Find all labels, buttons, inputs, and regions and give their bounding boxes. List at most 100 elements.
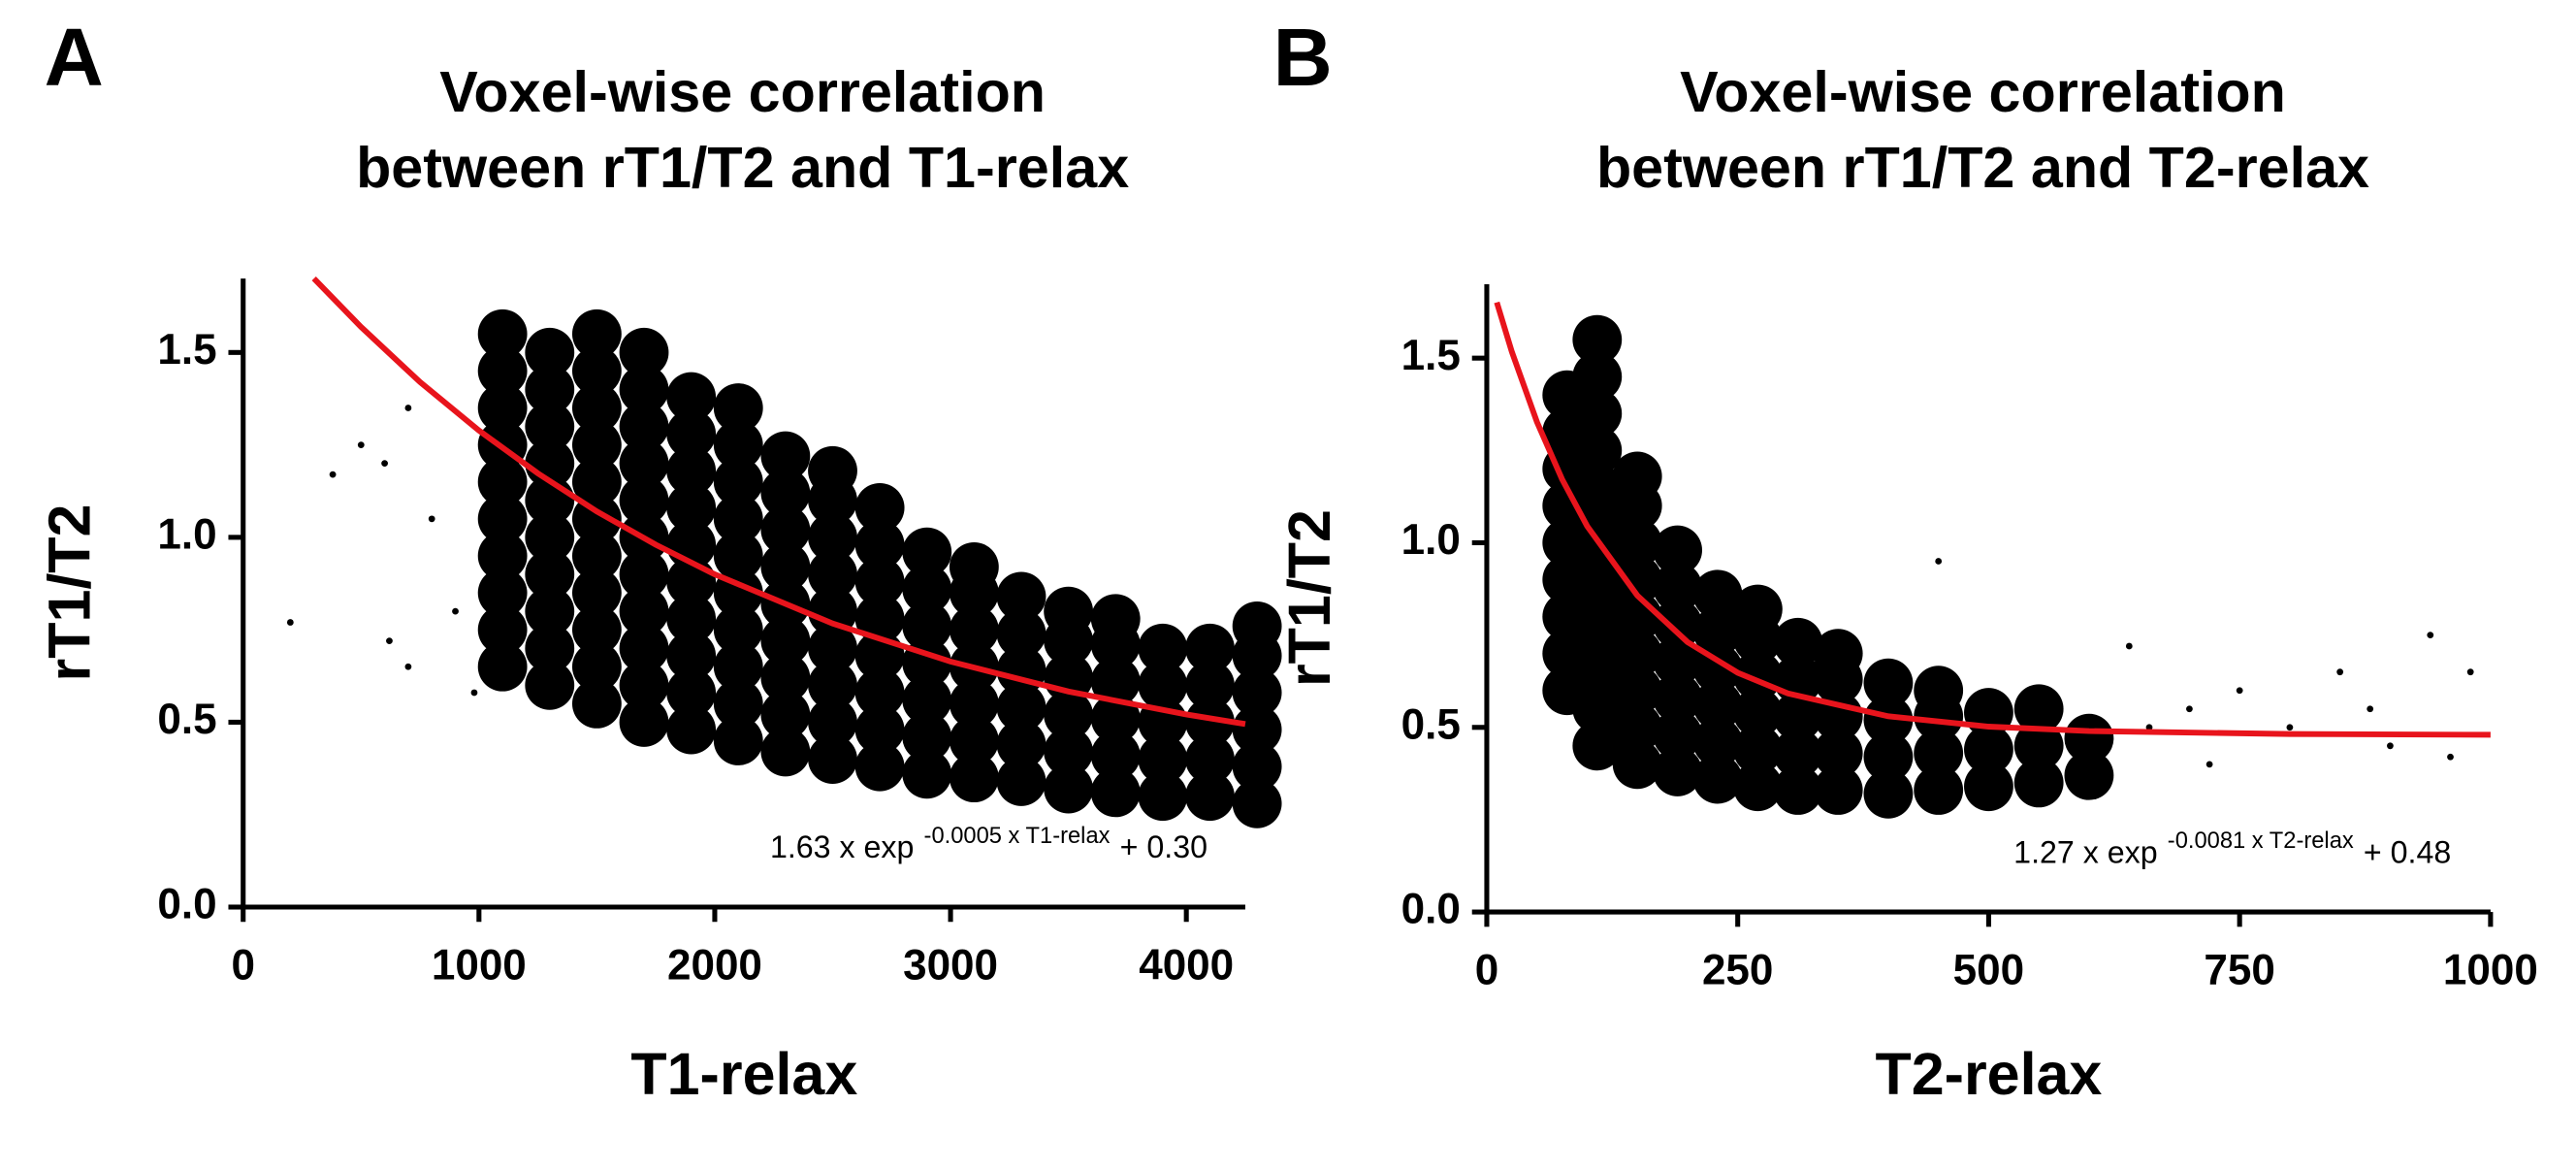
data-point xyxy=(760,431,811,481)
data-point xyxy=(619,475,669,526)
x-tick-label: 4000 xyxy=(1139,942,1234,990)
data-point xyxy=(571,568,622,618)
data-point xyxy=(1572,314,1623,365)
data-point xyxy=(2367,705,2374,713)
data-point xyxy=(996,682,1046,732)
equation-exponent: -0.0005 x T1-relax xyxy=(924,824,1111,849)
data-point xyxy=(1090,694,1141,744)
data-point xyxy=(452,607,459,615)
equation-text: 1.27 x exp xyxy=(2013,834,2157,869)
data-point xyxy=(619,698,669,747)
data-point xyxy=(713,716,763,765)
data-point xyxy=(525,586,575,636)
x-tick-label: 750 xyxy=(2204,947,2274,994)
data-point xyxy=(571,383,622,433)
data-point xyxy=(477,604,528,655)
data-point xyxy=(1185,771,1235,822)
data-point xyxy=(1044,586,1094,636)
data-point xyxy=(1773,691,1823,741)
data-point xyxy=(760,468,811,518)
data-point xyxy=(477,345,528,396)
data-point xyxy=(404,405,412,411)
data-point xyxy=(713,494,763,544)
data-point xyxy=(949,716,999,765)
data-point xyxy=(2013,758,2064,808)
y-axis-label: rT1/T2 xyxy=(36,504,102,682)
data-point xyxy=(902,749,952,799)
data-point xyxy=(902,564,952,614)
data-point xyxy=(713,604,763,655)
data-point xyxy=(1612,555,1662,604)
data-point xyxy=(1090,731,1141,781)
y-tick-label: 1.5 xyxy=(1401,332,1461,379)
data-point xyxy=(571,420,622,471)
data-point xyxy=(713,457,763,507)
equation-offset: + 0.30 xyxy=(1120,829,1208,864)
data-point xyxy=(902,601,952,651)
data-point xyxy=(619,402,669,451)
data-point xyxy=(1964,762,2013,812)
fit-curve xyxy=(311,276,1246,728)
data-point xyxy=(713,420,763,471)
data-point xyxy=(1612,702,1662,753)
data-point xyxy=(619,623,669,673)
data-point xyxy=(1692,569,1743,620)
data-point xyxy=(808,549,857,600)
x-axis-label: T1-relax xyxy=(630,1041,857,1107)
data-point xyxy=(713,383,763,433)
y-tick-label: 1.5 xyxy=(157,326,216,373)
data-point xyxy=(1653,562,1703,612)
data-point xyxy=(666,594,717,644)
data-point xyxy=(808,734,857,784)
data-point xyxy=(1612,518,1662,568)
chart-title: between rT1/T2 and T1-relax xyxy=(356,135,1129,200)
data-point xyxy=(571,531,622,581)
data-point xyxy=(1232,778,1282,828)
data-point xyxy=(1185,623,1235,673)
data-point xyxy=(996,719,1046,769)
data-point xyxy=(1232,741,1282,792)
data-point xyxy=(1653,599,1703,649)
data-point xyxy=(357,441,365,448)
y-tick-label: 1.0 xyxy=(157,511,216,559)
data-point xyxy=(1813,765,1863,815)
data-point xyxy=(2064,750,2114,800)
data-point xyxy=(666,631,717,681)
x-tick-label: 250 xyxy=(1702,947,1773,994)
chart-title: Voxel-wise correlation xyxy=(439,59,1046,124)
data-point xyxy=(854,557,905,607)
data-point xyxy=(1773,765,1823,815)
data-point xyxy=(666,372,717,422)
data-point xyxy=(571,604,622,655)
data-point xyxy=(1185,660,1235,710)
data-point xyxy=(571,345,622,396)
data-point xyxy=(902,527,952,577)
data-point xyxy=(854,667,905,718)
data-point xyxy=(996,608,1046,659)
data-point xyxy=(1773,729,1823,778)
data-point xyxy=(949,753,999,803)
x-tick-label: 2000 xyxy=(667,942,762,990)
equation-text: 1.63 x exp xyxy=(770,829,914,864)
data-point xyxy=(1914,666,1964,716)
data-point xyxy=(1612,666,1662,716)
data-point xyxy=(1692,606,1743,657)
data-point xyxy=(2447,753,2454,761)
data-point xyxy=(1732,725,1783,775)
data-point xyxy=(1138,734,1188,784)
data-point xyxy=(949,604,999,655)
data-point xyxy=(1732,584,1783,634)
chart-title: Voxel-wise correlation xyxy=(1680,59,2286,124)
data-point xyxy=(1572,351,1623,402)
data-point xyxy=(477,641,528,692)
data-point xyxy=(1138,771,1188,822)
data-point xyxy=(949,678,999,729)
data-point xyxy=(1863,695,1914,745)
data-point xyxy=(2286,724,2294,731)
data-point xyxy=(760,504,811,555)
fit-curve xyxy=(1494,301,2491,738)
data-point xyxy=(1653,672,1703,723)
x-tick-label: 1000 xyxy=(432,942,527,990)
data-point xyxy=(1653,525,1703,575)
data-point xyxy=(666,408,717,459)
